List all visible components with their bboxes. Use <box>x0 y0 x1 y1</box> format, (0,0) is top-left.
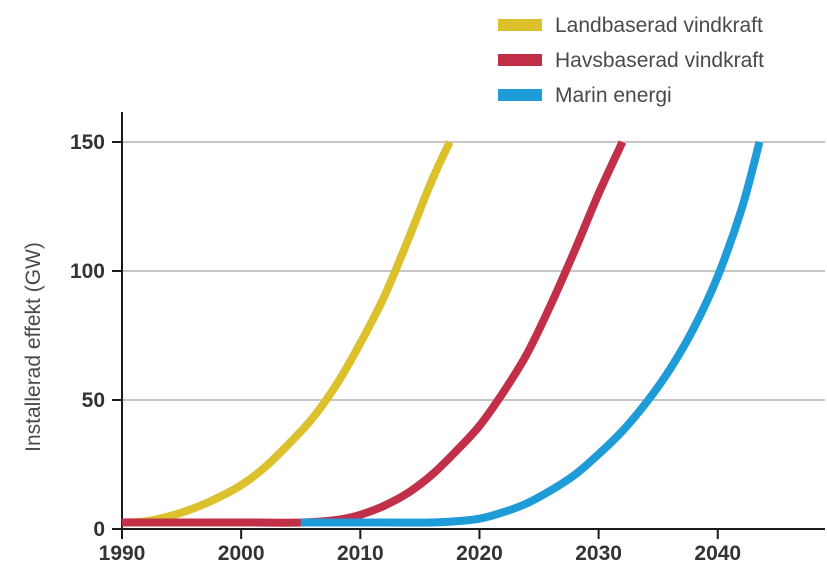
y-tick-label: 100 <box>70 260 105 283</box>
y-tick-label: 50 <box>82 389 105 412</box>
legend-label: Marin energi <box>555 84 672 107</box>
y-axis-title: Installerad effekt (GW) <box>22 242 45 452</box>
grid-lines <box>122 141 825 401</box>
legend-swatch-landbaserad-vindkraft <box>498 19 542 31</box>
legend-label: Landbaserad vindkraft <box>555 14 763 37</box>
series-line-marin-energi <box>300 140 764 527</box>
legend-swatch-havsbaserad-vindkraft <box>498 54 542 66</box>
legend-swatch-marin-energi <box>498 89 542 101</box>
axis-ticks: 0 50 100 150 1990 2000 2010 2020 2030 2040 <box>70 131 741 565</box>
legend: Landbaserad vindkraft Havsbaserad vindkra… <box>498 14 764 107</box>
x-tick-label: 2000 <box>218 542 265 565</box>
x-tick-label: 1990 <box>99 542 146 565</box>
x-tick-label: 2020 <box>456 542 503 565</box>
series-line-landbaserad-vindkraft <box>121 140 454 527</box>
x-tick-label: 2040 <box>694 542 741 565</box>
x-tick-label: 2010 <box>337 542 384 565</box>
legend-label: Havsbaserad vindkraft <box>555 49 764 72</box>
x-tick-label: 2030 <box>575 542 622 565</box>
y-tick-label: 150 <box>70 131 105 154</box>
y-tick-label: 0 <box>93 518 105 541</box>
axes <box>121 112 825 530</box>
series-lines <box>121 140 764 527</box>
series-line-havsbaserad-vindkraft <box>122 140 627 527</box>
